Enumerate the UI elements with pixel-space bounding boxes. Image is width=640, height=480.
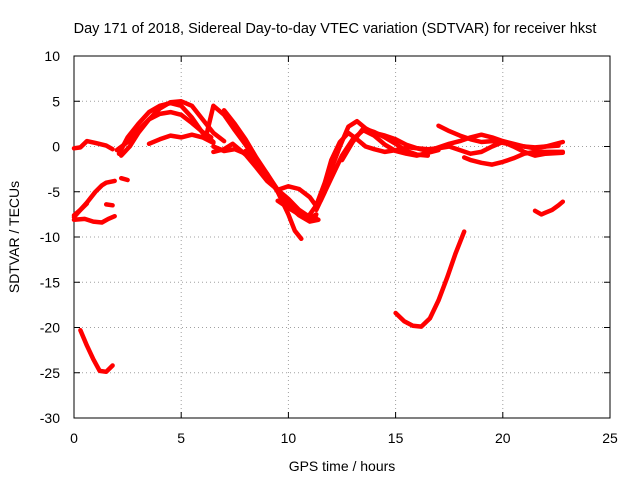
series-track-v bbox=[436, 123, 566, 151]
x-tick-label: 20 bbox=[495, 430, 511, 446]
chart-title: Day 171 of 2018, Sidereal Day-to-day VTE… bbox=[74, 21, 597, 37]
series-track-j bbox=[118, 99, 227, 158]
series-track-q bbox=[275, 198, 319, 223]
y-axis-label: SDTVAR / TECUs bbox=[6, 181, 22, 293]
series-track-u bbox=[339, 126, 431, 163]
y-tick-label: 5 bbox=[52, 93, 60, 109]
series-track-f bbox=[118, 175, 130, 183]
series-track-k bbox=[146, 132, 216, 147]
y-tick-label: 10 bbox=[44, 48, 60, 64]
y-tick-label: 0 bbox=[52, 139, 60, 155]
y-tick-label: -20 bbox=[40, 320, 60, 336]
y-tick-label: -5 bbox=[48, 184, 61, 200]
series-track-a bbox=[71, 138, 115, 152]
series-track-n bbox=[211, 141, 319, 209]
x-tick-label: 25 bbox=[602, 430, 618, 446]
series-track-d bbox=[71, 201, 90, 218]
data-series bbox=[71, 99, 566, 375]
x-tick-label: 0 bbox=[70, 430, 78, 446]
series-track-x bbox=[393, 229, 467, 329]
y-tick-label: -10 bbox=[40, 229, 60, 245]
series-track-i bbox=[114, 109, 214, 153]
series-track-c bbox=[71, 213, 117, 225]
y-tick-label: -30 bbox=[40, 410, 60, 426]
series-track-e bbox=[103, 202, 115, 208]
series-track-y bbox=[532, 199, 566, 217]
x-tick-label: 15 bbox=[388, 430, 404, 446]
series-track-w bbox=[461, 149, 566, 167]
x-tick-label: 10 bbox=[281, 430, 297, 446]
axis-ticks: 0 5 10 15 20 25 -30 -25 -20 -15 -10 -5 0 5 10 bbox=[40, 48, 618, 446]
x-axis-label: GPS time / hours bbox=[289, 458, 396, 474]
y-tick-label: -25 bbox=[40, 365, 60, 381]
series-track-g bbox=[78, 327, 115, 375]
y-tick-label: -15 bbox=[40, 274, 60, 290]
x-tick-label: 5 bbox=[177, 430, 185, 446]
